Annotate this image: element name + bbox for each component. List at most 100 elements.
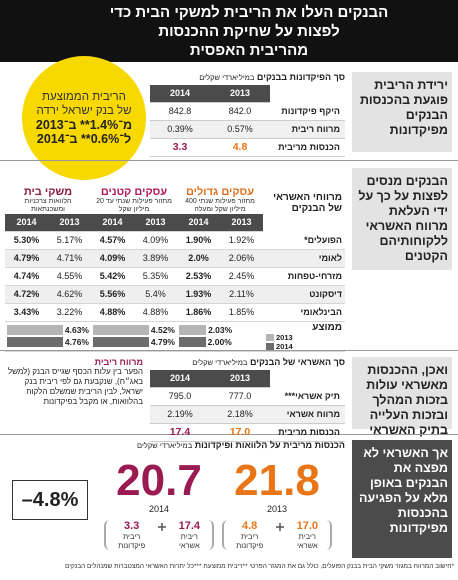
bank-name: מזרחי-טפחות — [263, 267, 345, 286]
cell: 3.3 — [150, 138, 210, 157]
bank-row: דיסקונט 2.11% 1.93% 5.4% 5.56% 4.62% 4.72% — [4, 285, 345, 304]
year-header: 2014 — [4, 214, 48, 232]
cell: 1.85% — [220, 303, 263, 322]
cell: 3.89% — [134, 249, 177, 268]
part-label: ריבית פיקדונות — [118, 532, 146, 550]
cell: 1.93% — [177, 285, 220, 304]
bar-row: 4.76% — [6, 337, 89, 348]
cell: 2.11% — [220, 285, 263, 304]
title-line: לפצות על שחיקת ההכנסות — [158, 23, 340, 40]
group-name: עסקים קטנים — [100, 186, 168, 198]
table-row: תיק אשראי*** 777.0 795.0 — [150, 387, 345, 406]
part-label: ריבית פיקדונות — [236, 532, 264, 550]
income-total: 20.7 — [116, 456, 202, 505]
group-name: עסקים גדולים — [185, 186, 255, 198]
cell: 2.18% — [210, 405, 270, 424]
title-band: הבנקים העלו את הריבית למשקי הבית כדי לפצ… — [0, 0, 458, 62]
bank-name: הבינלאומי — [263, 303, 345, 322]
cell: 5.17% — [47, 231, 91, 250]
plus-sign — [276, 523, 285, 531]
cell: 2.06% — [220, 249, 263, 268]
side-note: אך האשראי לא מפצה את הבנקים באופן מלא על… — [352, 440, 452, 558]
cell: 842.0 — [210, 102, 270, 121]
average-label: ממוצע 2013 2014 — [263, 321, 345, 352]
bar — [179, 337, 206, 347]
year-header: 2014 — [150, 370, 210, 388]
row-label: הכנסות מריבית — [270, 138, 345, 157]
bar — [92, 337, 149, 347]
part-label: ריבית אשראי — [178, 532, 200, 550]
legend-label: 2014 — [276, 341, 293, 351]
cell: 4.79% — [4, 249, 48, 268]
corner — [270, 85, 345, 102]
change-box: –4.8% — [12, 480, 88, 520]
bank-row: הפועלים* 1.92% 1.90% 4.09% 4.57% 5.17% 5.30% — [4, 231, 345, 250]
cell: 4.09% — [134, 231, 177, 250]
table-title: סך האשראי של הבנקים במיליארדי שקלים — [150, 357, 345, 367]
cell: 5.42% — [90, 267, 134, 286]
income-year: 20.7 2014 17.4 ריבית אשראי 3.3 ריבית פיקדונות — [104, 458, 214, 550]
cell: 4.88% — [134, 303, 177, 322]
cell: 4.09% — [90, 249, 134, 268]
cell: 1.86% — [177, 303, 220, 322]
callout-from: מ־1.4%** ב־2013 — [35, 118, 133, 132]
part-value: 17.4 — [178, 520, 201, 532]
callout-label: הריבית הממוצעת של בנק ישראל ירדה — [36, 91, 132, 117]
group-name: משקי בית — [23, 186, 73, 198]
bar-label: 4.52% — [150, 325, 175, 335]
bar-row: 2.03% — [179, 325, 261, 336]
income-title-text: הכנסות מריבית על הלוואות ופיקדונות — [194, 440, 345, 450]
row-label: תיק אשראי*** — [270, 387, 345, 406]
cell: 3.22% — [47, 303, 91, 322]
table-title-text: סך הפיקדונות בבנקים — [256, 72, 345, 82]
year-header: 2013 — [134, 214, 177, 232]
cell: 4.8 — [210, 138, 270, 157]
row-label: היקף פיקדונות — [270, 102, 345, 121]
cell: 2.19% — [150, 405, 210, 424]
cell: 17.0 — [210, 423, 270, 442]
deposits-block: סך הפיקדונות בבנקים במיליארדי שקלים 2013… — [150, 72, 345, 157]
cell: 4.74% — [4, 267, 48, 286]
part-value: 4.8 — [242, 520, 258, 532]
credit-block: סך האשראי של הבנקים במיליארדי שקלים 2013… — [150, 357, 345, 442]
legend-label: 2013 — [276, 332, 293, 342]
unit: במיליארדי שקלים — [137, 441, 193, 450]
spreads-block: מרווחי האשראי של הבנקים עסקים גדולים מחזור… — [4, 166, 345, 352]
income-parts: 17.4 ריבית אשראי 3.3 ריבית פיקדונות — [104, 520, 214, 550]
bar-row: 4.52% — [92, 325, 175, 336]
average-cell: 4.52% 4.79% — [90, 321, 177, 352]
legend-item: 2014 — [266, 342, 342, 351]
year-header: 2014 — [177, 214, 220, 232]
cell: 4.72% — [4, 285, 48, 304]
bar-label: 4.63% — [64, 325, 89, 335]
cell: 1.90% — [177, 231, 220, 250]
income-part: 3.3 ריבית פיקדונות — [110, 520, 153, 550]
table-row: היקף פיקדונות 842.0 842.8 — [150, 102, 345, 121]
title-line: הבנקים העלו את הריבית למשקי הבית כדי — [109, 4, 389, 21]
bar-label: 4.79% — [150, 337, 175, 347]
table-row: הכנסות מריבית 17.0 17.4 — [150, 423, 345, 442]
group-header: עסקים קטנים מחזור פעילות שנתי עד 20 מיליו… — [91, 166, 177, 214]
average-cell: 4.63% 4.76% — [4, 321, 91, 352]
part-value: 17.0 — [296, 520, 319, 532]
average-row: ממוצע 2013 2014 2.03% 2.00% 4.52% 4.79% 4.63% 4.… — [4, 321, 345, 352]
bar-label: 2.03% — [208, 325, 233, 335]
year-header: 2013 — [210, 85, 270, 103]
header-row: 2013 2014 — [150, 370, 345, 388]
year-header: 2014 — [150, 85, 210, 103]
average-name: ממוצע — [312, 321, 342, 333]
cell: 17.4 — [150, 423, 210, 442]
bank-name: הפועלים* — [263, 231, 345, 250]
cell: 1.92% — [220, 231, 263, 250]
cell: 5.56% — [90, 285, 134, 304]
income-year: 21.8 2013 17.0 ריבית אשראי 4.8 ריבית פיקדונות — [222, 458, 332, 550]
cell: 842.8 — [150, 102, 210, 121]
cell: 795.0 — [150, 387, 210, 406]
group-header: משקי בית הלוואות צרכניות ומשכנתאות — [5, 166, 91, 214]
unit: במיליארדי שקלים — [192, 358, 248, 367]
cell: 5.4% — [134, 285, 177, 304]
data-table: 2013 2014 היקף פיקדונות 842.0 842.8 מרווח ריב… — [150, 85, 345, 157]
bar — [92, 325, 149, 335]
header-row: 2013 2014 — [150, 85, 345, 103]
year-header: 2013 — [210, 370, 270, 388]
